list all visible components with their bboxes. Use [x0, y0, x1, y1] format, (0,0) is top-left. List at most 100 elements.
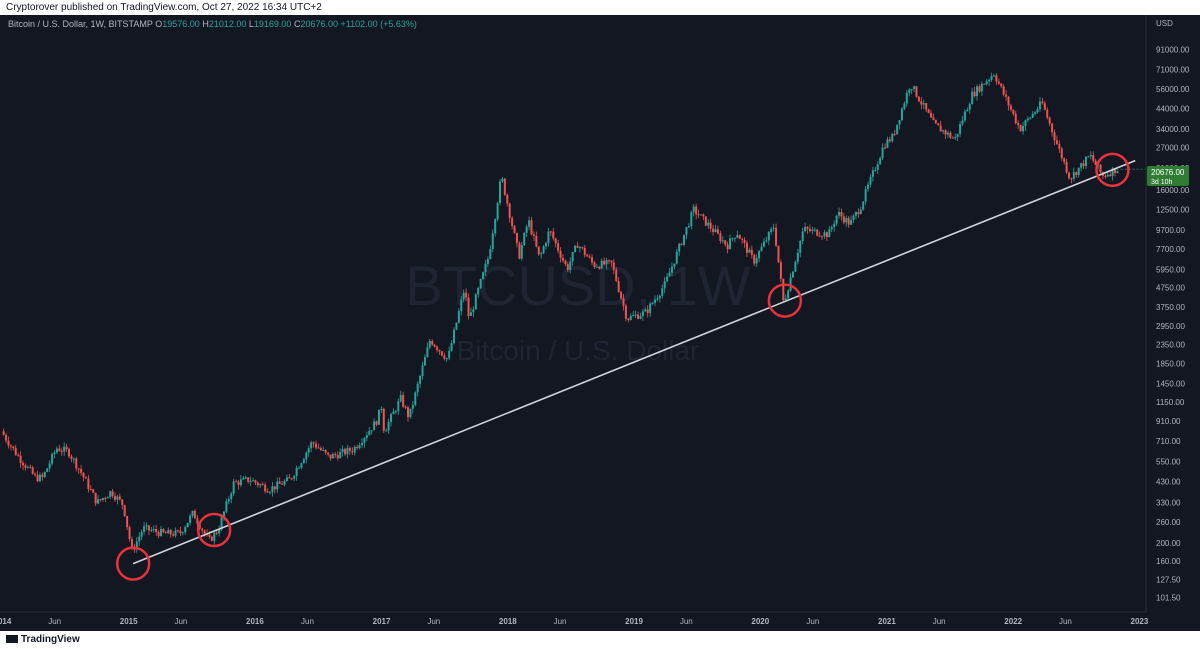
- candle-down: [169, 529, 172, 535]
- candle-up: [499, 181, 502, 204]
- candle-up: [823, 232, 826, 237]
- time-tick-label: Jun: [427, 617, 440, 626]
- price-tick-label: 71000.00: [1156, 66, 1190, 75]
- candle-up: [678, 243, 681, 252]
- time-tick-label: Jun: [680, 617, 693, 626]
- candle-up: [363, 438, 366, 443]
- candle-down: [264, 484, 267, 492]
- time-tick-label: 2020: [751, 617, 769, 626]
- candle-down: [1065, 161, 1068, 173]
- candle-up: [653, 299, 656, 303]
- candle-up: [668, 272, 671, 277]
- candle-up: [770, 228, 773, 232]
- legend-change: +1102.00 (+5.63%): [340, 19, 417, 29]
- candle-down: [121, 499, 124, 506]
- candle-up: [799, 240, 802, 253]
- candle-down: [290, 478, 293, 480]
- candle-down: [610, 260, 613, 263]
- candle-down: [857, 212, 860, 215]
- candle-down: [196, 518, 199, 524]
- candle-up: [26, 466, 29, 468]
- candle-up: [1029, 117, 1032, 119]
- candle-up: [453, 329, 456, 344]
- candle-up: [758, 251, 761, 259]
- time-tick-label: Jun: [48, 617, 61, 626]
- candle-up: [53, 452, 56, 455]
- candle-up: [760, 246, 763, 252]
- candle-up: [167, 529, 170, 534]
- candle-up: [322, 449, 325, 451]
- candle-up: [455, 322, 458, 330]
- time-tick-label: Jun: [933, 617, 946, 626]
- candle-up: [699, 214, 702, 216]
- candle-down: [407, 407, 410, 418]
- candle-up: [423, 357, 426, 366]
- watermark-name: Bitcoin / U.S. Dollar: [457, 335, 700, 366]
- candle-up: [528, 220, 531, 227]
- tradingview-logo-icon: [6, 635, 18, 644]
- candle-up: [804, 227, 807, 232]
- candle-down: [82, 472, 85, 478]
- candle-down: [126, 516, 129, 528]
- time-tick-label: 2017: [373, 617, 391, 626]
- price-tick-label: 44000.00: [1156, 104, 1190, 113]
- price-axis[interactable]: USD 101.50 127.50 160.00 200.00 260.00 330.00…: [1156, 19, 1190, 603]
- chart-area[interactable]: BTCUSD, 1W Bitcoin / U.S. Dollar USD 101…: [0, 15, 1200, 649]
- candle-down: [620, 291, 623, 299]
- candle-up: [966, 109, 969, 112]
- candle-down: [24, 465, 27, 468]
- candle-up: [639, 316, 642, 319]
- candle-up: [426, 347, 429, 358]
- candle-up: [956, 133, 959, 137]
- candle-up: [239, 479, 242, 486]
- legend-close-label: C: [293, 19, 301, 29]
- candle-up: [191, 510, 194, 516]
- candle-down: [402, 394, 405, 407]
- publisher-bar: Cryptorover published on TradingView.com…: [0, 0, 1200, 15]
- chart-watermark: BTCUSD, 1W Bitcoin / U.S. Dollar: [405, 254, 750, 366]
- price-tick-label: 550.00: [1156, 457, 1181, 466]
- candle-up: [859, 209, 862, 215]
- ohlc-legend: Bitcoin / U.S. Dollar, 1W, BITSTAMP O195…: [8, 19, 417, 29]
- candle-down: [1070, 178, 1073, 180]
- candle-up: [632, 315, 635, 317]
- candle-down: [80, 468, 83, 473]
- candle-down: [356, 446, 359, 449]
- candle-up: [1036, 109, 1039, 113]
- candle-up: [634, 314, 637, 316]
- candle-down: [750, 249, 753, 255]
- candle-up: [189, 515, 192, 523]
- candle-up: [833, 223, 836, 228]
- candle-up: [97, 499, 100, 504]
- candle-up: [48, 463, 51, 469]
- candle-down: [317, 447, 320, 449]
- candle-up: [862, 201, 865, 210]
- candle-down: [1082, 163, 1085, 167]
- candle-up: [666, 276, 669, 282]
- footer-brand[interactable]: TradingView: [6, 634, 80, 645]
- time-tick-label: 2015: [120, 617, 138, 626]
- candle-up: [908, 89, 911, 93]
- candle-down: [884, 147, 887, 149]
- candle-down: [312, 442, 315, 444]
- candle-up: [1084, 156, 1087, 167]
- candle-down: [973, 91, 976, 97]
- price-chart[interactable]: BTCUSD, 1W Bitcoin / U.S. Dollar USD 101…: [0, 15, 1200, 631]
- time-axis[interactable]: 2014 Jun 2015 Jun 2016 Jun 2017 Jun 2018 Jun 2019 J…: [0, 617, 1149, 626]
- time-tick-label: Jun: [174, 617, 187, 626]
- candle-up: [72, 458, 75, 460]
- candle-down: [983, 83, 986, 85]
- candle-up: [968, 104, 971, 110]
- price-tick-label: 27000.00: [1156, 144, 1190, 153]
- candle-down: [1063, 158, 1066, 162]
- candle-down: [1046, 109, 1049, 118]
- candle-up: [542, 246, 545, 254]
- candle-up: [675, 251, 678, 264]
- candle-up: [460, 299, 463, 312]
- candle-down: [712, 228, 715, 232]
- price-tag-countdown: 3d 10h: [1151, 179, 1173, 186]
- candle-down: [1092, 155, 1095, 161]
- candle-down: [915, 86, 918, 97]
- candle-up: [244, 477, 247, 479]
- candle-up: [651, 302, 654, 304]
